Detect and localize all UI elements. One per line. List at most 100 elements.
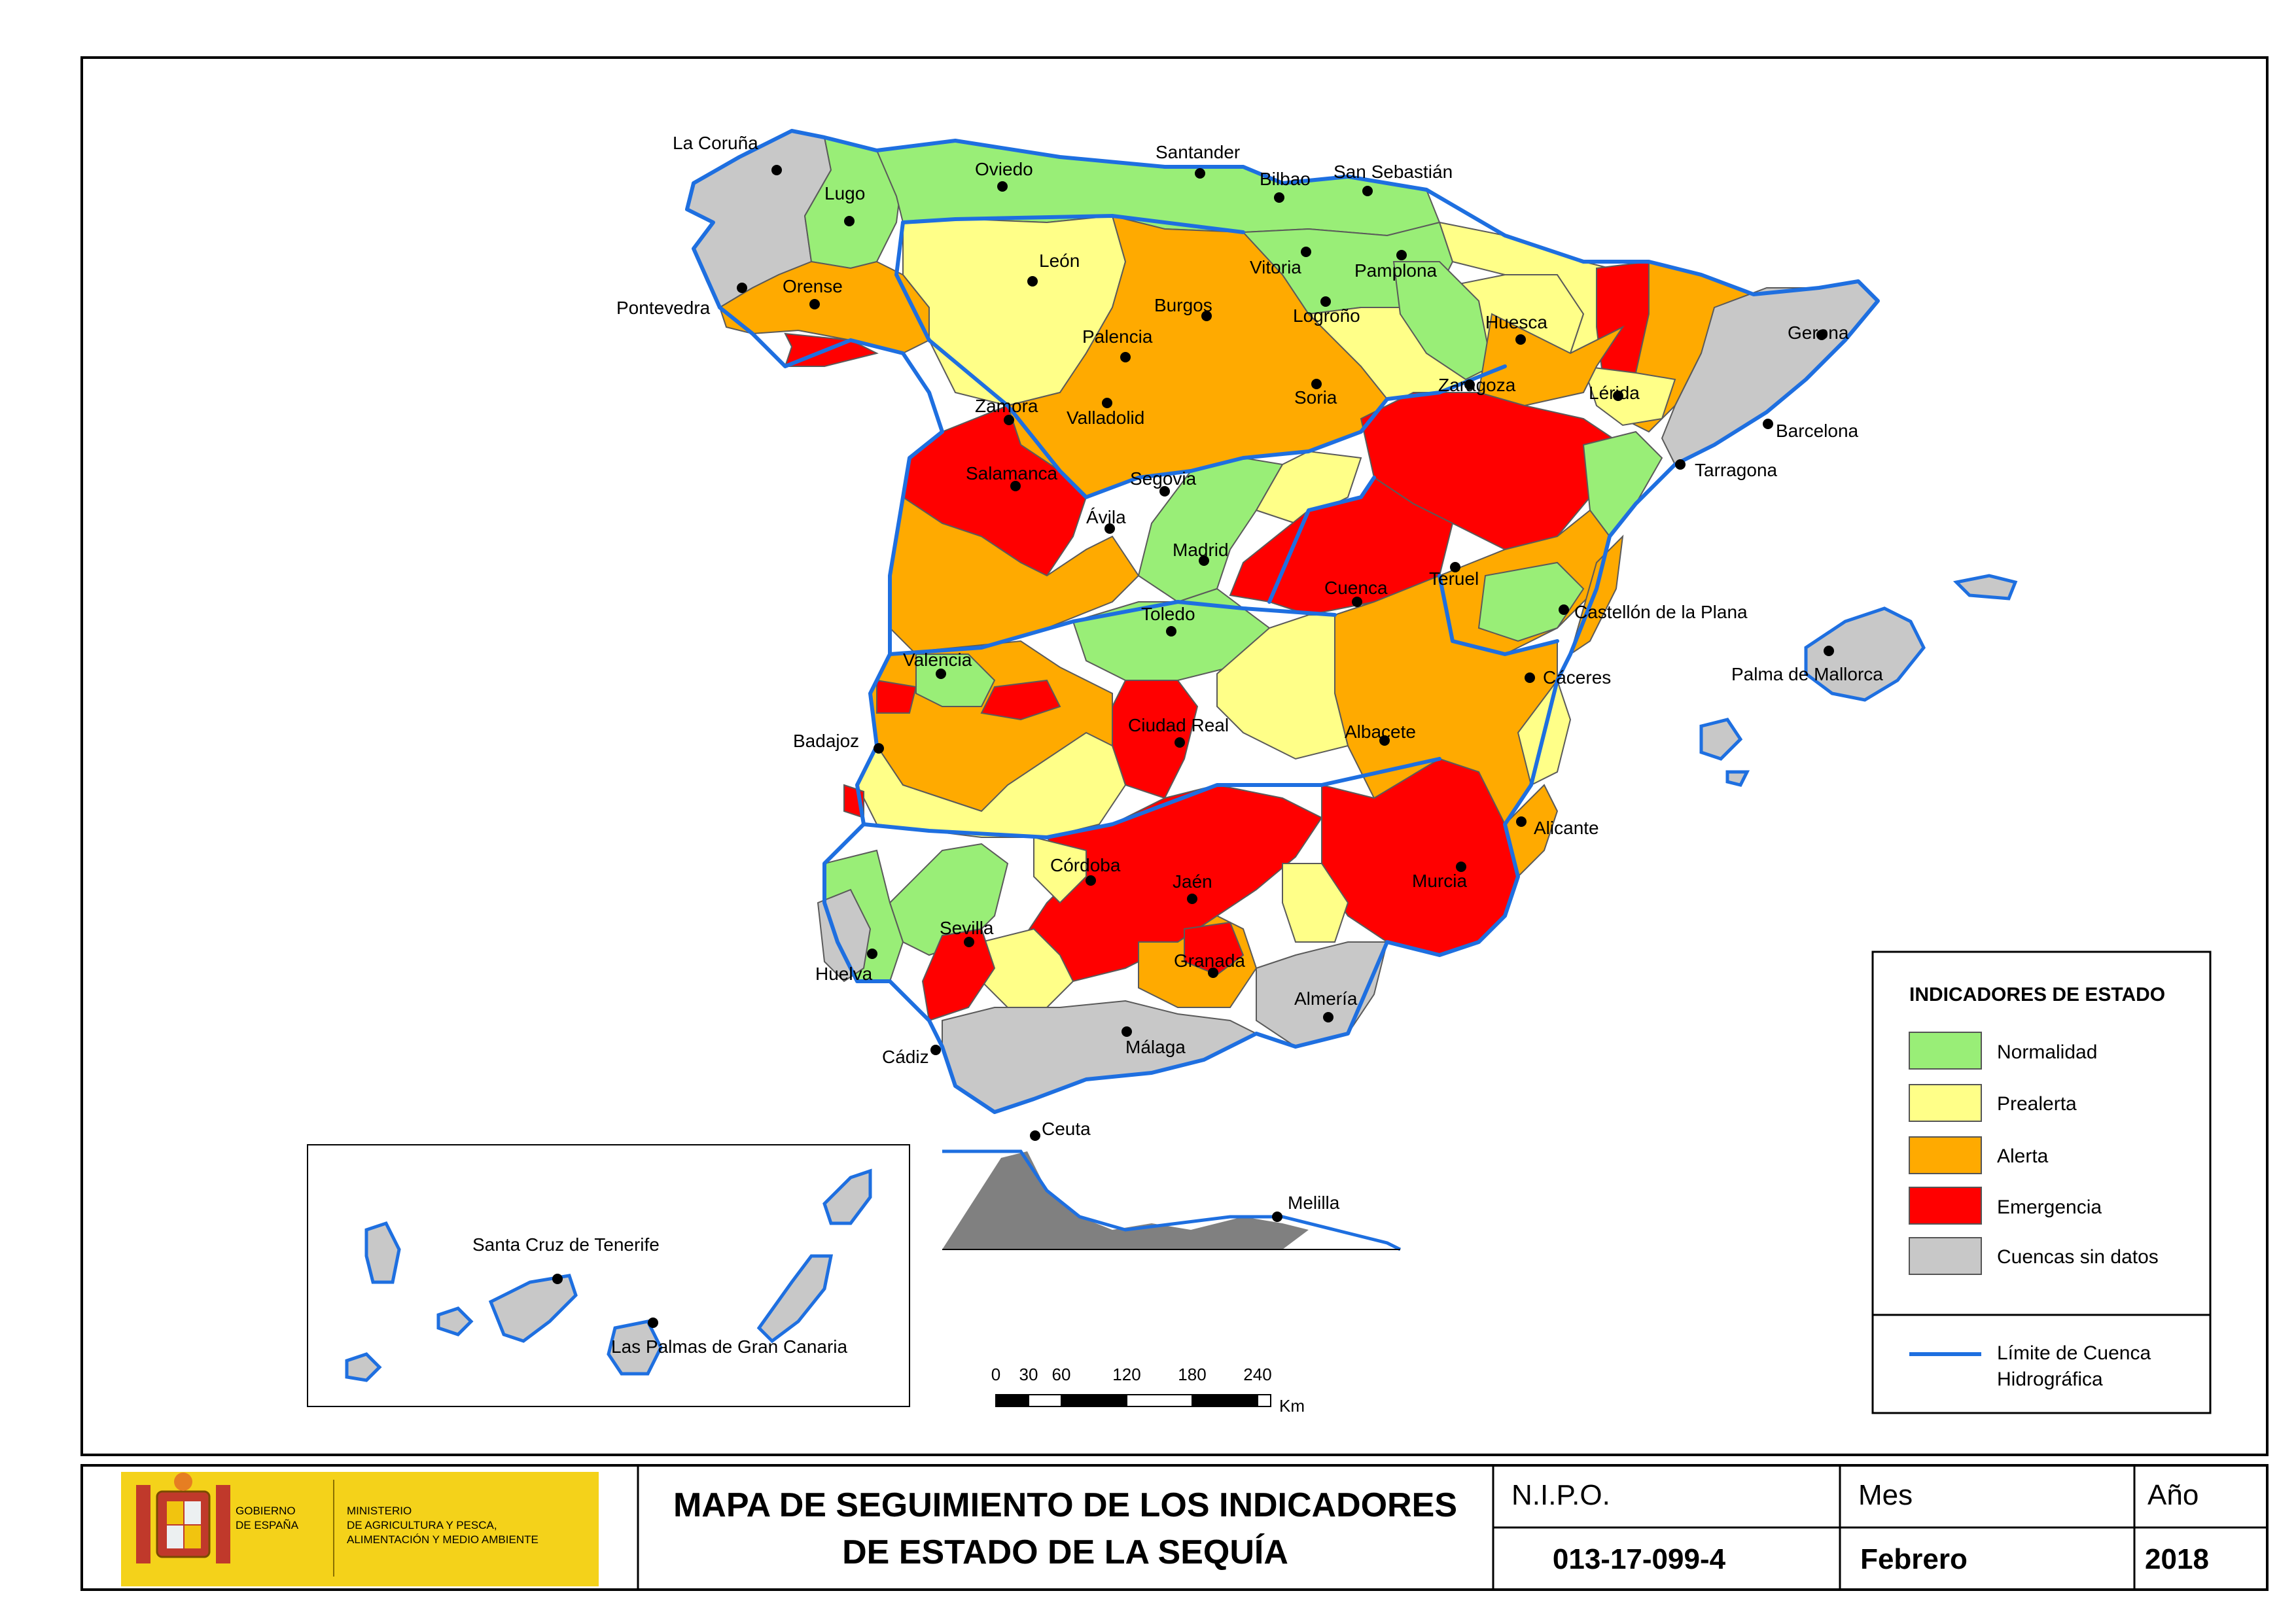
city-dot-icon [1450, 562, 1460, 572]
scale-tick-0: 0 [991, 1365, 1000, 1384]
city-label-avila: Ávila [1086, 507, 1126, 527]
city-dot-icon [844, 216, 855, 226]
scale-bar: 0 30 60 120 180 240 Km [991, 1365, 1305, 1416]
ministry-line1: MINISTERIO [347, 1505, 412, 1517]
region-cordoba [1033, 836, 1087, 904]
footer-block: GOBIERNO DE ESPAÑA MINISTERIO DE AGRICUL… [80, 1464, 2269, 1591]
city-dot-icon [964, 937, 974, 947]
city-dot-icon [1086, 875, 1096, 886]
region-jaen [1282, 863, 1349, 943]
map-title-line1: MAPA DE SEGUIMIENTO DE LOS INDICADORES [673, 1486, 1457, 1524]
legend-label-alerta: Alerta [1997, 1145, 2049, 1167]
region-tinto-odiel [817, 888, 872, 983]
legend-swatch-prealerta [1909, 1084, 1982, 1122]
city-dot-icon [1174, 737, 1185, 748]
city-label-santa-cruz-de-tenerife: Santa Cruz de Tenerife [472, 1234, 660, 1255]
city-dot-icon [930, 1045, 941, 1055]
region-sevilla-emerg [921, 928, 996, 1022]
balearic-islands [1699, 574, 2018, 787]
city-dot-icon [1516, 816, 1527, 827]
map-title-line2: DE ESTADO DE LA SEQUÍA [842, 1533, 1288, 1571]
city-label-orense: Orense [783, 276, 843, 296]
city-dot-icon [1195, 168, 1205, 179]
city-label-pamplona: Pamplona [1354, 260, 1438, 281]
city-dot-icon [874, 743, 884, 754]
city-dot-icon [1102, 398, 1112, 408]
mes-value: Febrero [1860, 1543, 1968, 1575]
city-dot-icon [1456, 862, 1466, 872]
city-dot-icon [1159, 486, 1170, 497]
city-dot-icon [1004, 415, 1014, 425]
scale-tick-180: 180 [1178, 1365, 1206, 1384]
city-label-santander: Santander [1156, 142, 1240, 162]
legend-label-prealerta: Prealerta [1997, 1093, 2077, 1115]
legend: INDICADORES DE ESTADO Normalidad Prealer… [1871, 951, 2212, 1414]
city-label-zaragoza: Zaragoza [1438, 375, 1516, 395]
city-dot-icon [1515, 334, 1526, 345]
city-label-almeria: Almería [1294, 988, 1358, 1009]
city-label-tarragona: Tarragona [1695, 460, 1778, 480]
city-label-lugo: Lugo [824, 183, 865, 203]
city-label-cadiz: Cádiz [882, 1047, 929, 1067]
peninsula-regions [686, 130, 1879, 1113]
city-dot-icon [1525, 672, 1535, 683]
legend-title: INDICADORES DE ESTADO [1909, 984, 2165, 1005]
nipo-label: N.I.P.O. [1511, 1479, 1610, 1511]
city-dot-icon [1323, 1012, 1333, 1022]
city-label-alicante: Alicante [1534, 818, 1599, 838]
city-label-segovia: Segovia [1130, 468, 1197, 489]
city-dot-icon [1199, 555, 1209, 566]
region-sevilla [889, 843, 1009, 956]
island-mallorca [1804, 606, 1926, 702]
city-label-jaen: Jaén [1173, 871, 1212, 892]
scale-outline [995, 1394, 1271, 1407]
island-gran-canaria [607, 1319, 663, 1376]
city-label-vitoria: Vitoria [1250, 257, 1301, 277]
nipo-value: 013-17-099-4 [1553, 1543, 1726, 1575]
city-dot-icon [1311, 379, 1322, 389]
city-dot-icon [1675, 459, 1686, 470]
island-fuerteventura [756, 1254, 834, 1344]
city-label-huelva: Huelva [815, 964, 873, 984]
island-la-palma [364, 1221, 401, 1284]
anio-value: 2018 [2145, 1543, 2209, 1575]
scale-segment [1061, 1395, 1127, 1406]
city-dot-icon [1379, 735, 1390, 746]
ceuta-melilla-inset [942, 1149, 1402, 1251]
scale-tick-30: 30 [1019, 1365, 1038, 1384]
city-label-valencia: Valencia [903, 650, 972, 670]
city-label-castellon-de-la-plana: Castellón de la Plana [1574, 602, 1748, 622]
coat-of-arms-icon [136, 1473, 230, 1563]
city-dot-icon [1010, 481, 1021, 491]
city-dot-icon [1396, 250, 1407, 260]
island-tenerife [488, 1274, 578, 1343]
city-label-la-coruna: La Coruña [673, 133, 758, 153]
region-ebro-green-2 [1392, 261, 1493, 381]
city-label-burgos: Burgos [1154, 295, 1212, 315]
ceuta-melilla-land [942, 1151, 1309, 1249]
city-dot-icon [1208, 968, 1218, 978]
city-dot-icon [1120, 352, 1131, 362]
mes-label: Mes [1858, 1479, 1913, 1511]
scale-segment [996, 1395, 1029, 1406]
city-label-salamanca: Salamanca [966, 463, 1058, 483]
region-lerida [1582, 365, 1676, 427]
city-label-zamora: Zamora [975, 396, 1038, 416]
city-dot-icon [648, 1318, 658, 1328]
legend-swatch-alerta [1909, 1136, 1982, 1174]
city-markers: La Coruña Lugo Oviedo Santander Bilbao San Se… [472, 133, 1883, 1357]
city-label-malaga: Málaga [1125, 1037, 1186, 1057]
scale-tick-240: 240 [1243, 1365, 1271, 1384]
region-madrid [1137, 457, 1284, 603]
city-label-cuenca: Cuenca [1324, 578, 1388, 598]
scale-segment [1257, 1394, 1271, 1407]
canary-inset [307, 1144, 910, 1407]
city-dot-icon [1201, 311, 1212, 321]
scale-segment [1192, 1395, 1258, 1406]
city-label-albacete: Albacete [1345, 722, 1416, 742]
city-label-oviedo: Oviedo [975, 159, 1033, 179]
city-dot-icon [737, 283, 747, 293]
city-label-soria: Soria [1294, 387, 1337, 408]
city-label-murcia: Murcia [1412, 871, 1467, 891]
scale-unit: Km [1279, 1396, 1305, 1416]
